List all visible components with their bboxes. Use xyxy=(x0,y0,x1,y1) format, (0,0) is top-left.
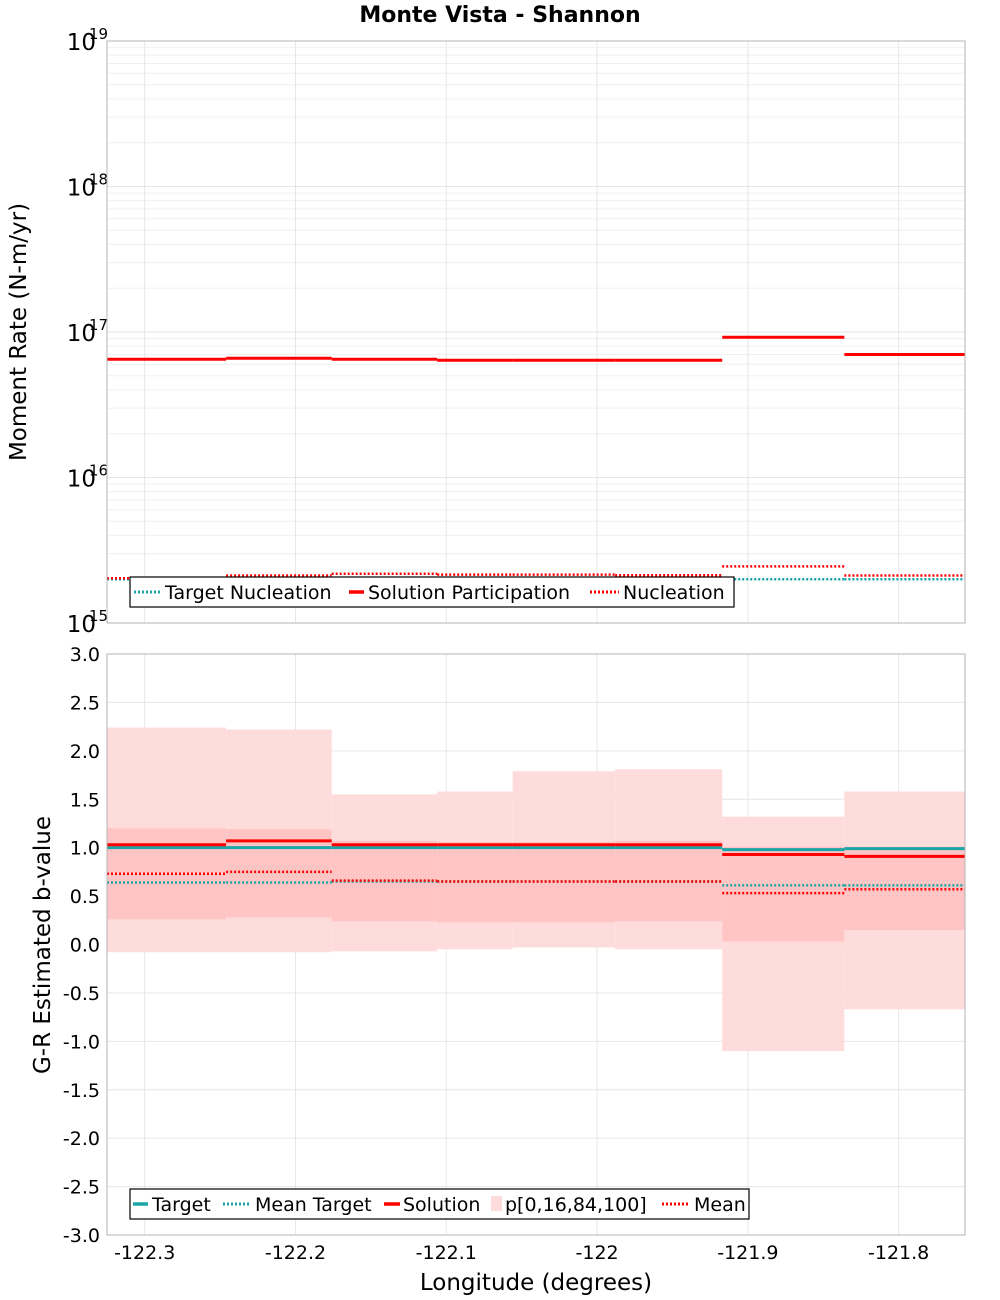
legend-label-solution: Solution xyxy=(403,1194,480,1216)
y-tick-label: 2.5 xyxy=(70,692,100,714)
bottom-y-ticks: 3.0 2.5 2.0 1.5 1.0 0.5 0.0 -0.5 -1.0 -1.5 -2.0 -2.… xyxy=(63,644,100,1247)
top-y-tick-exponent: 18 xyxy=(89,171,108,189)
y-tick-label: -0.5 xyxy=(63,983,100,1005)
top-legend: Target Nucleation Solution Participation… xyxy=(129,576,735,608)
y-tick-label: -3.0 xyxy=(63,1225,100,1247)
y-tick-label: 3.0 xyxy=(70,644,100,666)
x-tick-label: -121.9 xyxy=(717,1242,778,1264)
y-tick-label: 1.5 xyxy=(70,789,100,811)
x-tick-label: -122.3 xyxy=(114,1242,175,1264)
x-tick-label: -122.1 xyxy=(416,1242,477,1264)
band-p16-p84 xyxy=(512,841,616,923)
legend-label-mean-target: Mean Target xyxy=(255,1194,372,1216)
band-p16-p84 xyxy=(226,829,332,918)
y-tick-label: -1.0 xyxy=(63,1031,100,1053)
y-tick-label: 0.0 xyxy=(70,935,100,957)
y-tick-label: 2.0 xyxy=(70,741,100,763)
x-tick-label: -122 xyxy=(576,1242,619,1264)
top-legend-box xyxy=(129,576,735,608)
x-axis-label: Longitude (degrees) xyxy=(420,1270,652,1296)
top-y-tick-label: 10 xyxy=(67,30,96,56)
y-tick-label: -1.5 xyxy=(63,1080,100,1102)
top-y-tick-exponent: 17 xyxy=(89,316,108,334)
chart-title: Monte Vista - Shannon xyxy=(359,3,640,28)
top-y-tick-label: 10 xyxy=(67,612,96,638)
bottom-legend: Target Mean Target Solution p[0,16,84,10… xyxy=(129,1188,750,1220)
y-tick-label: 1.0 xyxy=(70,838,100,860)
x-tick-label: -121.8 xyxy=(868,1242,929,1264)
legend-label-target: Target xyxy=(151,1194,211,1216)
legend-swatch-percentile-band xyxy=(491,1196,502,1211)
legend-label-mean: Mean xyxy=(694,1194,746,1216)
bottom-y-axis-label: G-R Estimated b-value xyxy=(30,816,56,1074)
legend-label-target-nucleation: Target Nucleation xyxy=(164,582,332,604)
bottom-plot-bands xyxy=(107,727,965,1052)
top-y-tick-label: 10 xyxy=(67,176,96,202)
top-plot-series xyxy=(107,335,965,581)
top-plot-grid xyxy=(107,40,965,624)
y-tick-label: -2.0 xyxy=(63,1128,100,1150)
top-y-tick-label: 10 xyxy=(67,321,96,347)
top-plot-frame xyxy=(106,40,966,624)
top-y-tick-exponent: 15 xyxy=(89,607,108,625)
top-y-tick-exponent: 16 xyxy=(89,462,108,480)
y-tick-label: 0.5 xyxy=(70,886,100,908)
x-tick-label: -122.2 xyxy=(265,1242,326,1264)
top-y-tick-exponent: 19 xyxy=(89,25,108,43)
bottom-legend-box xyxy=(129,1188,750,1220)
legend-label-nucleation: Nucleation xyxy=(623,582,725,604)
x-axis-ticks: -122.3 -122.2 -122.1 -122 -121.9 -121.8 xyxy=(114,1242,929,1264)
top-y-axis-label: Moment Rate (N-m/yr) xyxy=(6,203,32,461)
legend-label-percentile-band: p[0,16,84,100] xyxy=(505,1194,647,1216)
legend-label-solution-participation: Solution Participation xyxy=(368,582,570,604)
top-y-tick-label: 10 xyxy=(67,467,96,493)
bottom-plot-series xyxy=(107,839,965,895)
bottom-plot-frame xyxy=(106,653,966,1236)
y-tick-label: -2.5 xyxy=(63,1177,100,1199)
